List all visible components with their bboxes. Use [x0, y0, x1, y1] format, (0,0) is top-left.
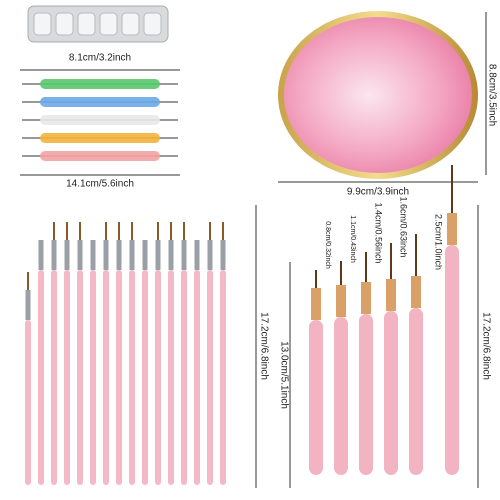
brush-bristle: [79, 222, 81, 240]
brush-ferrule: [142, 240, 148, 270]
brush-length: 17.2cm/6.8inch: [258, 312, 269, 380]
brush-handle: [90, 270, 96, 485]
tray-slot: [99, 12, 118, 36]
brush-ferrule: [129, 240, 135, 270]
liner-ferrule: [411, 276, 421, 308]
palette-height: 8.8cm/3.5inch: [486, 64, 497, 126]
brush-handle: [220, 270, 226, 485]
bristle-length: 1.6cm/0.63inch: [399, 196, 409, 257]
brush-ferrule: [116, 240, 122, 270]
brush-ferrule: [103, 240, 109, 270]
brush-handle: [168, 270, 174, 485]
brush-bristle: [170, 222, 172, 240]
liner-handle: [384, 311, 398, 475]
brush-handle: [194, 270, 200, 485]
tool-handle: [40, 79, 160, 89]
liner-ferrule: [311, 288, 321, 320]
rhinestone-tray: [27, 5, 169, 43]
brush-bristle: [53, 222, 55, 240]
brush-ferrule: [38, 240, 44, 270]
tray-slot: [143, 12, 162, 36]
brush-handle: [155, 270, 161, 485]
brush-handle: [38, 270, 44, 485]
liner-handle: [334, 317, 348, 475]
brush-ferrule: [90, 240, 96, 270]
tray-width: 8.1cm/3.2inch: [69, 53, 131, 64]
tool-handle: [40, 97, 160, 107]
brush-handle: [103, 270, 109, 485]
brush-handle: [181, 270, 187, 485]
brush-set: [25, 222, 226, 485]
brush-bristle: [105, 222, 107, 240]
brush-handle: [77, 270, 83, 485]
bristle-length: 1.1cm/0.43inch: [349, 215, 356, 263]
tray-slot: [55, 12, 74, 36]
tool-handle: [40, 133, 160, 143]
brush-handle: [25, 320, 31, 485]
brush-handle: [129, 270, 135, 485]
tray-slot: [77, 12, 96, 36]
brush-ferrule: [64, 240, 70, 270]
brush-ferrule: [25, 290, 31, 320]
palette: [278, 11, 478, 179]
liner-handle: [359, 314, 373, 475]
handle-length: 13.0cm/5.1inch: [278, 341, 289, 409]
brush-bristle: [40, 222, 42, 240]
brush-ferrule: [77, 240, 83, 270]
brush-handle: [64, 270, 70, 485]
brush-ferrule: [194, 240, 200, 270]
brush-handle: [142, 270, 148, 485]
liner-handle: [309, 320, 323, 475]
dotting-length: 14.1cm/5.6inch: [66, 179, 134, 190]
brush-ferrule: [181, 240, 187, 270]
brush-bristle: [144, 222, 146, 240]
brush-bristle: [66, 222, 68, 240]
brush-bristle: [27, 272, 29, 290]
brush-ferrule: [168, 240, 174, 270]
brush-bristle: [222, 222, 224, 240]
brush-bristle: [118, 222, 120, 240]
brush-ferrule: [207, 240, 213, 270]
liner-handle: [445, 245, 459, 475]
brush-handle: [116, 270, 122, 485]
liner-handle: [409, 308, 423, 475]
brush-ferrule: [220, 240, 226, 270]
tool-handle: [40, 151, 160, 161]
brush-bristle: [92, 222, 94, 240]
palette-width: 9.9cm/3.9inch: [347, 187, 409, 198]
liner-ferrule: [361, 282, 371, 314]
brush-handle: [51, 270, 57, 485]
brush-bristle: [157, 222, 159, 240]
liner-ferrule: [386, 279, 396, 311]
brush-bristle: [131, 222, 133, 240]
brush-bristle: [196, 222, 198, 240]
total-length: 17.2cm/6.8inch: [480, 312, 491, 380]
liner-brushes: 0.8cm/0.32inch 1.1cm/0.43inch 1.4cm/0.56in…: [309, 165, 459, 475]
tray-slot: [33, 12, 52, 36]
tool-handle: [40, 115, 160, 125]
liner-ferrule: [447, 213, 457, 245]
brush-handle: [207, 270, 213, 485]
dotting-tools: [22, 79, 178, 161]
bristle-length: 1.4cm/0.56inch: [374, 202, 384, 263]
brush-ferrule: [155, 240, 161, 270]
bristle-length: 2.5cm/1.0inch: [434, 214, 444, 270]
bristle-length: 0.8cm/0.32inch: [324, 221, 331, 269]
brush-bristle: [209, 222, 211, 240]
tray-slot: [121, 12, 140, 36]
brush-ferrule: [51, 240, 57, 270]
brush-bristle: [183, 222, 185, 240]
liner-ferrule: [336, 285, 346, 317]
